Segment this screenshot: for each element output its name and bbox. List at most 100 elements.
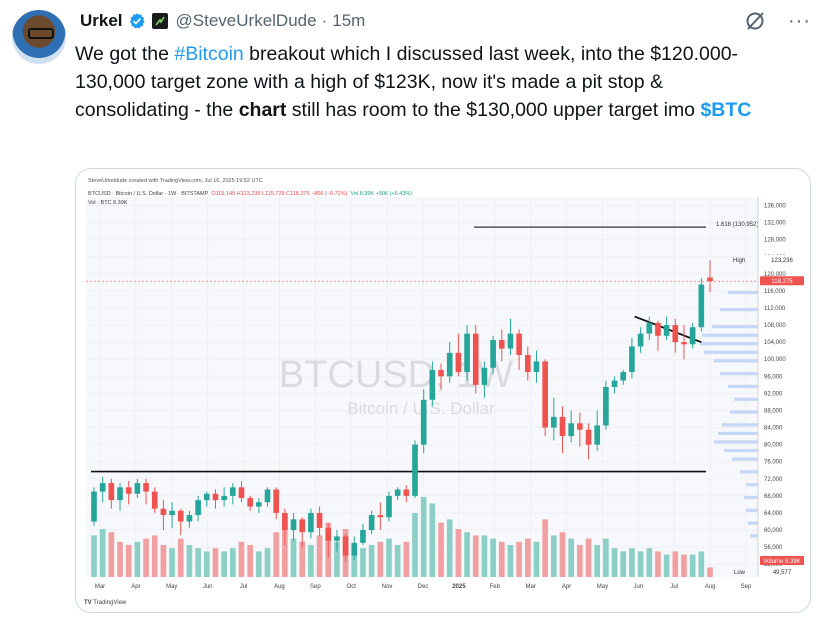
- x-tick-label: Sep: [741, 584, 752, 590]
- volume-bar: [160, 545, 167, 577]
- x-tick-label: Jul: [670, 584, 678, 590]
- volume-bar: [672, 551, 679, 577]
- chart-svg: 136,000132,000128,000124,000120,000116,0…: [86, 197, 804, 590]
- candle-body: [472, 333, 479, 385]
- candle-body: [151, 491, 158, 509]
- candle-body: [273, 489, 280, 513]
- volume-profile-bar: [722, 423, 758, 427]
- chart-image-card[interactable]: 136,000132,000128,000124,000120,000116,0…: [75, 168, 811, 613]
- candle-body: [247, 498, 253, 507]
- hashtag-link[interactable]: #Bitcoin: [174, 43, 244, 65]
- volume-bar: [290, 538, 297, 577]
- x-tick-label: Apr: [562, 584, 571, 590]
- candle-body: [334, 536, 340, 541]
- candle-body: [429, 369, 436, 400]
- hashtag-link[interactable]: $BTC: [700, 99, 752, 121]
- y-tick-label: 112,000: [764, 306, 786, 312]
- candle-body: [282, 512, 288, 531]
- low-value-badge-bg: [760, 567, 804, 576]
- candle-body: [707, 277, 713, 282]
- volume-bar: [282, 519, 288, 577]
- volume-bar: [377, 541, 384, 577]
- tweet-text-segment: We got the: [75, 43, 175, 65]
- timestamp[interactable]: 15m: [332, 11, 366, 30]
- volume-bar: [707, 567, 713, 577]
- volume-bar: [351, 545, 358, 577]
- author-name[interactable]: Urkel: [80, 11, 123, 30]
- volume-bar: [429, 503, 436, 577]
- candle-body: [585, 429, 592, 445]
- volume-bar: [559, 532, 566, 577]
- volume-bar: [516, 541, 522, 577]
- candle-body: [689, 327, 696, 345]
- y-tick-label: 88,000: [764, 408, 783, 414]
- volume-bar: [681, 554, 687, 577]
- volume-bar: [108, 532, 115, 577]
- volume-profile-bar: [740, 470, 758, 474]
- x-tick-label: May: [166, 584, 177, 590]
- tweet-text-segment: breakout which I discussed last week, in…: [75, 43, 739, 121]
- high-value-badge-bg: [760, 255, 804, 265]
- grok-icon[interactable]: [744, 10, 766, 32]
- volume-profile-bar: [746, 508, 758, 512]
- volume-profile-bar: [720, 372, 758, 376]
- candle-body: [125, 487, 132, 494]
- candle-body: [403, 489, 410, 496]
- volume-profile-bar: [750, 534, 758, 538]
- candle-body: [446, 352, 453, 377]
- x-tick-label: Dec: [418, 584, 429, 590]
- candle-body: [611, 380, 618, 387]
- y-tick-label: 108,000: [764, 323, 786, 329]
- candle-body: [516, 333, 522, 355]
- candle-body: [603, 387, 609, 426]
- candle-body: [221, 495, 227, 501]
- volume-bar: [151, 535, 158, 577]
- candle-body: [577, 423, 583, 430]
- volume-bar: [594, 545, 601, 577]
- candle-body: [308, 512, 314, 533]
- candle-body: [342, 536, 349, 556]
- y-tick-label: 128,000: [764, 238, 786, 244]
- volume-bar: [203, 551, 210, 577]
- candle-body: [91, 491, 97, 522]
- y-tick-label: 92,000: [764, 391, 783, 397]
- volume-profile-bar: [732, 457, 758, 461]
- volume-bar: [334, 541, 340, 577]
- y-tick-label: 132,000: [764, 221, 786, 227]
- tweet-text: We got the #Bitcoin breakout which I dis…: [75, 40, 775, 124]
- volume-profile-bar: [748, 521, 758, 525]
- y-tick-label: 116,000: [764, 289, 786, 295]
- ohlc-text: O119,140 H123,236 L115,729 C118,275 −866…: [211, 191, 348, 197]
- volume-bar: [420, 497, 427, 577]
- volume-bar: [524, 538, 531, 577]
- candle-body: [386, 495, 392, 518]
- candle-body: [663, 325, 670, 336]
- candle-body: [455, 352, 462, 373]
- separator-dot: ·: [321, 11, 328, 30]
- volume-bar: [438, 522, 444, 577]
- y-tick-label: 76,000: [764, 460, 783, 466]
- high-label: High: [733, 258, 745, 264]
- volume-bar: [177, 538, 184, 577]
- volume-bar: [646, 548, 653, 577]
- more-icon[interactable]: ···: [788, 10, 811, 32]
- volume-badge-bg: [760, 556, 804, 565]
- candle-body: [637, 333, 644, 347]
- volume-bar: [229, 548, 236, 577]
- y-tick-label: 100,000: [764, 357, 786, 363]
- candle-body: [629, 346, 635, 373]
- volume-bar: [360, 548, 366, 577]
- candle-body: [672, 325, 679, 343]
- candle-body: [203, 493, 210, 501]
- x-tick-label: Oct: [347, 584, 357, 590]
- candle-body: [368, 515, 375, 531]
- y-tick-label: 136,000: [764, 204, 786, 210]
- volume-indicator-label: Vol · BTC 8.39K: [88, 200, 128, 206]
- volume-profile-bar: [746, 483, 758, 487]
- author-handle[interactable]: @SteveUrkelDude: [175, 11, 317, 30]
- x-tick-label: Apr: [131, 584, 140, 590]
- y-tick-label: 60,000: [764, 528, 783, 534]
- avatar[interactable]: [12, 10, 66, 64]
- volume-bar: [472, 535, 479, 577]
- x-tick-label: Mar: [525, 584, 535, 590]
